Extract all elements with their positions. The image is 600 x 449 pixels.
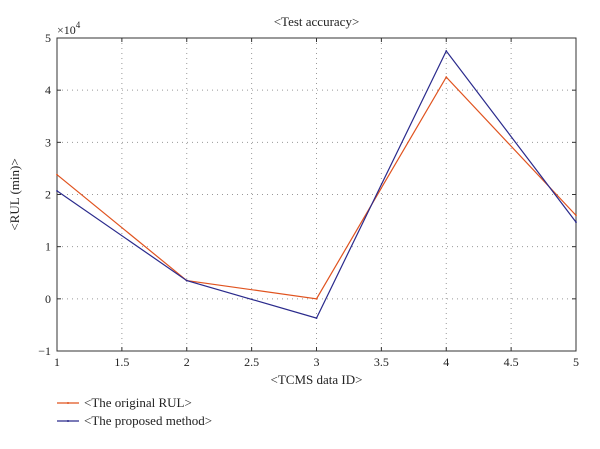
series-line-1	[56, 76, 577, 300]
legend-label-1: <The original RUL>	[84, 395, 192, 410]
series-1-point	[315, 297, 318, 300]
y-multiplier-exponent: 4	[76, 20, 81, 30]
series-2-point	[445, 50, 448, 52]
x-tick-label: 2.5	[244, 355, 259, 369]
chart-title: <Test accuracy>	[274, 14, 360, 29]
axis-ticks: 1 1.5 2 2.5 3 3.5 4 4.5 5 −1 0 1 2 3 4 5	[38, 31, 579, 369]
x-tick-label: 4.5	[504, 355, 519, 369]
series-1-point	[575, 214, 577, 217]
x-tick-label: 2	[184, 355, 190, 369]
grid	[57, 38, 576, 351]
legend: <The original RUL> <The proposed method>	[57, 395, 212, 428]
x-tick-label: 5	[573, 355, 579, 369]
y-tick-label: 2	[45, 188, 51, 202]
legend-marker-1	[67, 402, 69, 404]
plot-frame	[56, 37, 577, 352]
y-tick-label: 0	[45, 292, 51, 306]
x-tick-label: 3.5	[374, 355, 389, 369]
y-tick-label: 3	[45, 135, 51, 149]
series-1-point	[445, 76, 448, 79]
series-lines	[56, 49, 577, 320]
series-1-point	[56, 173, 58, 176]
x-axis-label: <TCMS data ID>	[271, 372, 363, 387]
legend-label-2: <The proposed method>	[84, 413, 212, 428]
y-tick-label: −1	[38, 344, 51, 358]
y-tick-label: 4	[45, 83, 51, 97]
series-2-point	[185, 279, 188, 282]
series-2-point	[575, 221, 577, 224]
x-tick-label: 1.5	[114, 355, 129, 369]
x-tick-label: 1	[54, 355, 60, 369]
y-axis-multiplier: ×104	[57, 20, 81, 37]
series-2-point	[56, 189, 58, 192]
y-multiplier-base: ×10	[57, 23, 76, 37]
y-tick-label: 5	[45, 31, 51, 45]
legend-marker-2	[67, 420, 69, 422]
x-tick-label: 3	[314, 355, 320, 369]
y-tick-label: 1	[45, 240, 51, 254]
x-tick-label: 4	[443, 355, 449, 369]
y-axis-label: <RUL (min)>	[7, 158, 22, 230]
series-2-point	[315, 317, 318, 320]
